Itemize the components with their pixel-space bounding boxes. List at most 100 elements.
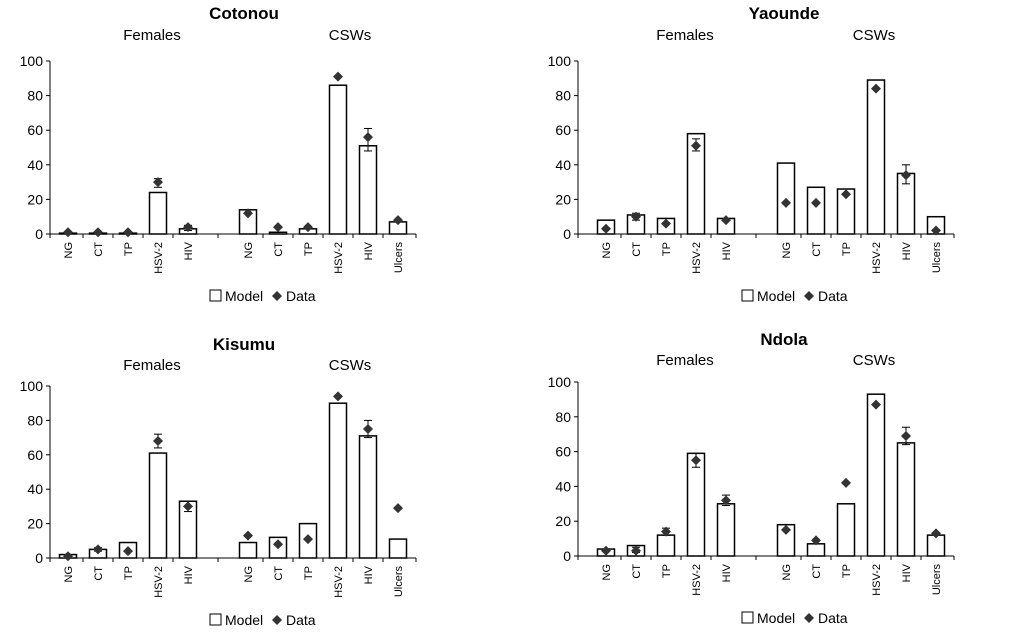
x-tick-label: TP	[841, 242, 853, 256]
x-tick-label: HSV-2	[871, 564, 883, 596]
x-tick-label: NG	[781, 242, 793, 259]
legend-label-model: Model	[757, 288, 795, 304]
legend-swatch-model	[741, 611, 754, 624]
bar-model	[328, 402, 348, 559]
legend-label-model: Model	[225, 288, 263, 304]
bar-model	[686, 452, 706, 557]
y-tick-label: 40	[555, 157, 571, 173]
y-tick-label: 60	[27, 447, 43, 463]
bar-model	[328, 84, 348, 235]
data-point	[601, 223, 611, 234]
x-tick-label: HIV	[363, 241, 375, 260]
y-tick-label: 20	[555, 191, 571, 207]
data-point	[153, 436, 163, 447]
legend-label-model: Model	[225, 612, 263, 628]
legend-label-data: Data	[818, 288, 848, 304]
y-tick-label: 80	[555, 88, 571, 104]
y-tick-label: 100	[548, 53, 572, 69]
x-tick-label: TP	[123, 566, 135, 580]
bar-model	[836, 188, 856, 235]
x-tick-label: HIV	[721, 241, 733, 260]
group-label-females: Females	[123, 357, 181, 374]
x-tick-label: TP	[841, 564, 853, 578]
y-tick-label: 60	[27, 122, 43, 138]
group-label-females: Females	[123, 27, 181, 44]
y-tick-label: 40	[27, 157, 43, 173]
data-point	[931, 528, 941, 539]
data-point	[841, 189, 851, 200]
bar-model	[686, 132, 706, 235]
bar-model	[358, 435, 378, 559]
x-tick-label: HSV-2	[153, 242, 165, 274]
chart-yaounde: Yaounde Females CSWs 0 20 40 60 80 100 NG CT TP HSV-…	[548, 4, 955, 304]
bar-model	[836, 503, 856, 557]
data-point	[63, 551, 73, 562]
x-tick-label: HSV-2	[153, 566, 165, 598]
bar-model	[806, 543, 826, 557]
x-tick-label: HSV-2	[691, 564, 703, 596]
group-label-females: Females	[656, 27, 714, 44]
bar-model	[776, 523, 796, 557]
data-point	[393, 215, 403, 226]
data-point	[781, 524, 791, 535]
data-point	[721, 215, 731, 226]
bar-model	[866, 393, 886, 557]
y-tick-label: 0	[35, 550, 43, 566]
data-point	[931, 225, 941, 236]
data-point	[691, 140, 701, 151]
data-point	[63, 227, 73, 238]
x-tick-label: Ulcers	[393, 566, 405, 598]
legend-label-data: Data	[286, 288, 316, 304]
bar-model	[148, 191, 168, 235]
data-point	[273, 539, 283, 550]
y-tick-label: 20	[555, 513, 571, 529]
x-tick-label: HIV	[183, 565, 195, 584]
data-point	[93, 544, 103, 555]
x-tick-label: CT	[273, 242, 285, 257]
data-point	[93, 227, 103, 238]
x-tick-label: HSV-2	[871, 242, 883, 274]
legend-label-data: Data	[286, 612, 316, 628]
bar-model	[238, 541, 258, 559]
x-tick-label: TP	[123, 242, 135, 256]
data-point	[661, 526, 671, 537]
group-label-csws: CSWs	[329, 357, 372, 374]
y-tick-label: 0	[563, 226, 571, 242]
bar-model	[896, 442, 916, 557]
legend-swatch-model	[209, 289, 222, 302]
data-point	[123, 546, 133, 557]
bar-model	[656, 534, 676, 557]
bar-model	[866, 79, 886, 235]
legend-label-model: Model	[757, 610, 795, 626]
legend-swatch-model	[741, 289, 754, 302]
legend: Model Data	[209, 288, 316, 304]
x-tick-label: HIV	[721, 563, 733, 582]
x-tick-label: HIV	[363, 565, 375, 584]
x-tick-label: NG	[601, 564, 613, 581]
group-label-csws: CSWs	[853, 27, 896, 44]
data-point	[601, 545, 611, 556]
data-point	[123, 227, 133, 238]
x-tick-label: HIV	[901, 563, 913, 582]
data-point	[811, 197, 821, 208]
data-point	[303, 534, 313, 545]
data-point	[661, 218, 671, 229]
legend-swatch-data	[804, 291, 814, 301]
x-tick-label: Ulcers	[393, 242, 405, 274]
x-tick-label: NG	[781, 564, 793, 581]
data-point	[273, 222, 283, 233]
bar-model	[358, 145, 378, 235]
data-point	[333, 71, 343, 82]
data-point	[631, 545, 641, 556]
data-point	[841, 477, 851, 488]
x-tick-label: CT	[273, 566, 285, 581]
y-tick-label: 40	[555, 478, 571, 494]
x-tick-label: CT	[93, 242, 105, 257]
x-tick-label: HSV-2	[691, 242, 703, 274]
y-tick-label: 100	[548, 374, 572, 390]
data-point	[333, 391, 343, 402]
data-point	[901, 430, 911, 441]
data-point	[393, 503, 403, 514]
data-point	[363, 424, 373, 434]
